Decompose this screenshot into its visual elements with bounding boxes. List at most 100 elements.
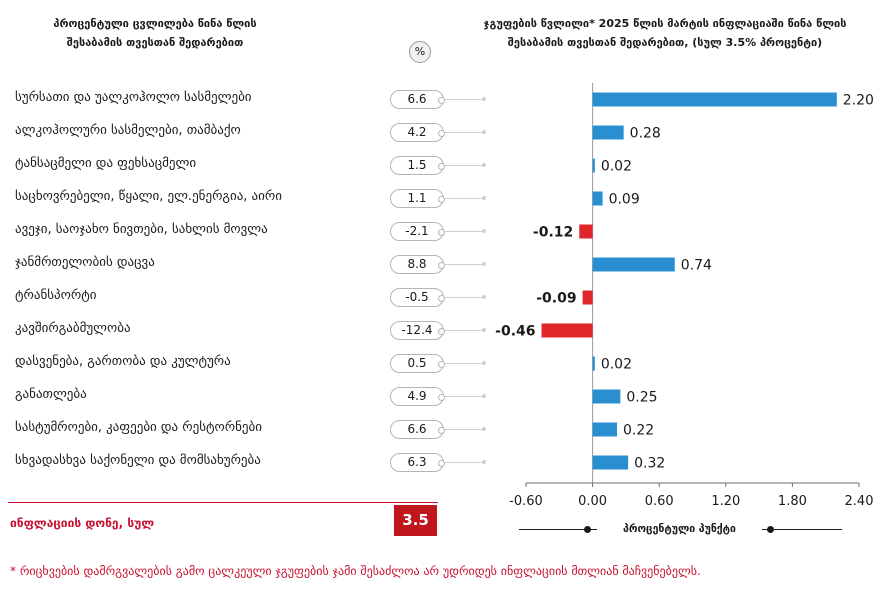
percent-change-pill: -0.5 bbox=[390, 288, 444, 307]
total-value-badge: 3.5 bbox=[394, 505, 437, 536]
bar-value-label: 0.02 bbox=[601, 357, 632, 373]
percent-change-pill: 1.1 bbox=[390, 189, 444, 208]
pill-knob bbox=[438, 229, 445, 236]
percent-change-pill: -12.4 bbox=[390, 321, 444, 340]
bar bbox=[592, 92, 837, 107]
chart-header-line1: ჯგუფების წვლილი* 2025 წლის მარტის ინფლაც… bbox=[483, 17, 847, 30]
pill-knob bbox=[438, 361, 445, 368]
total-divider bbox=[8, 502, 438, 503]
axis-legend-dot-right bbox=[767, 526, 774, 533]
x-tick-label: -0.60 bbox=[509, 494, 543, 509]
percent-change-pill: 6.3 bbox=[390, 453, 444, 472]
category-label: ჯანმრთელობის დაცვა bbox=[15, 255, 155, 270]
category-label: ტანსაცმელი და ფეხსაცმელი bbox=[15, 156, 197, 171]
category-label: სურსათი და უალკოჰოლო სასმელები bbox=[15, 90, 252, 105]
row-connector-line bbox=[444, 132, 484, 133]
bar bbox=[579, 224, 593, 239]
pill-knob bbox=[438, 97, 445, 104]
x-axis-label: პროცენტული პუნქტი bbox=[597, 521, 762, 537]
bar bbox=[541, 323, 593, 338]
footnote: * რიცხვების დამრგვალების გამო ცალკეული ჯ… bbox=[10, 564, 701, 578]
row-connector-end-dot bbox=[482, 295, 486, 299]
row-connector-end-dot bbox=[482, 229, 486, 233]
pill-knob bbox=[438, 262, 445, 269]
percent-change-pill: 6.6 bbox=[390, 90, 444, 109]
bar bbox=[592, 455, 629, 470]
pill-knob bbox=[438, 130, 445, 137]
row-connector-end-dot bbox=[482, 328, 486, 332]
row-connector-line bbox=[444, 429, 484, 430]
category-label: საცხოვრებელი, წყალი, ელ.ენერგია, აირი bbox=[15, 189, 282, 204]
row-connector-end-dot bbox=[482, 130, 486, 134]
pill-knob bbox=[438, 163, 445, 170]
bar bbox=[592, 257, 675, 272]
category-row: კავშირგაბმულობა -12.4 bbox=[0, 314, 500, 347]
axis-legend-dot-left bbox=[584, 526, 591, 533]
category-row: განათლება 4.9 bbox=[0, 380, 500, 413]
chart-header-line2: შესაბამის თვესთან შედარებით, (სულ 3.5% პ… bbox=[507, 36, 823, 49]
category-row: დასვენება, გართობა და კულტურა 0.5 bbox=[0, 347, 500, 380]
bar-value-label: 0.74 bbox=[681, 258, 712, 274]
row-connector-line bbox=[444, 165, 484, 166]
category-label: ავეჯი, საოჯახო ნივთები, სახლის მოვლა bbox=[15, 222, 268, 237]
x-tick-label: 2.40 bbox=[845, 494, 874, 509]
bar-value-label: 2.20 bbox=[843, 93, 874, 109]
bar-value-label: -0.46 bbox=[495, 324, 535, 340]
percent-change-pill: 1.5 bbox=[390, 156, 444, 175]
category-label: დასვენება, გართობა და კულტურა bbox=[15, 354, 231, 369]
category-row: ტანსაცმელი და ფეხსაცმელი 1.5 bbox=[0, 149, 500, 182]
row-connector-end-dot bbox=[482, 460, 486, 464]
category-label: განათლება bbox=[15, 387, 87, 402]
x-tick-label: 1.80 bbox=[778, 494, 807, 509]
category-row: სასტუმროები, კაფეები და რესტორნები 6.6 bbox=[0, 413, 500, 446]
category-row: ჯანმრთელობის დაცვა 8.8 bbox=[0, 248, 500, 281]
row-connector-line bbox=[444, 297, 484, 298]
bar-value-label: 0.32 bbox=[634, 456, 665, 472]
pill-knob bbox=[438, 196, 445, 203]
bar bbox=[592, 125, 624, 140]
row-connector-end-dot bbox=[482, 394, 486, 398]
row-connector-end-dot bbox=[482, 163, 486, 167]
pill-knob bbox=[438, 460, 445, 467]
bar bbox=[592, 356, 595, 371]
category-row: საცხოვრებელი, წყალი, ელ.ენერგია, აირი 1.1 bbox=[0, 182, 500, 215]
bar bbox=[592, 422, 618, 437]
x-tick-label: 1.20 bbox=[711, 494, 740, 509]
percent-change-pill: 4.9 bbox=[390, 387, 444, 406]
category-label: სხვადასხვა საქონელი და მომსახურება bbox=[15, 453, 261, 468]
row-connector-end-dot bbox=[482, 427, 486, 431]
row-connector-end-dot bbox=[482, 262, 486, 266]
chart-header: ჯგუფების წვლილი* 2025 წლის მარტის ინფლაც… bbox=[440, 14, 890, 52]
bar bbox=[592, 389, 621, 404]
bar-value-label: 0.22 bbox=[623, 423, 654, 439]
left-header-line2: შესაბამის თვესთან შედარებით bbox=[66, 36, 244, 49]
bar bbox=[582, 290, 593, 305]
category-label: ტრანსპორტი bbox=[15, 288, 97, 303]
pill-knob bbox=[438, 427, 445, 434]
percent-change-pill: 8.8 bbox=[390, 255, 444, 274]
bar-value-label: 0.09 bbox=[609, 192, 640, 208]
category-label: კავშირგაბმულობა bbox=[15, 321, 131, 336]
category-label: ალკოჰოლური სასმელები, თამბაქო bbox=[15, 123, 241, 138]
x-tick-label: 0.00 bbox=[578, 494, 607, 509]
percent-change-pill: 6.6 bbox=[390, 420, 444, 439]
pill-knob bbox=[438, 394, 445, 401]
row-connector-line bbox=[444, 264, 484, 265]
bar-value-label: -0.09 bbox=[536, 291, 576, 307]
percent-change-pill: -2.1 bbox=[390, 222, 444, 241]
row-connector-line bbox=[444, 462, 484, 463]
row-connector-line bbox=[444, 363, 484, 364]
x-tick-label: 0.60 bbox=[645, 494, 674, 509]
category-row: ტრანსპორტი -0.5 bbox=[0, 281, 500, 314]
pill-knob bbox=[438, 328, 445, 335]
category-row: ალკოჰოლური სასმელები, თამბაქო 4.2 bbox=[0, 116, 500, 149]
row-connector-line bbox=[444, 198, 484, 199]
category-row: ავეჯი, საოჯახო ნივთები, სახლის მოვლა -2.1 bbox=[0, 215, 500, 248]
bar-value-label: -0.12 bbox=[533, 225, 573, 241]
row-connector-end-dot bbox=[482, 97, 486, 101]
total-label: ინფლაციის დონე, სულ bbox=[10, 516, 155, 530]
left-column-header: პროცენტული ცვლილება წინა წლის შესაბამის … bbox=[0, 14, 310, 52]
bar bbox=[592, 191, 603, 206]
pill-knob bbox=[438, 295, 445, 302]
